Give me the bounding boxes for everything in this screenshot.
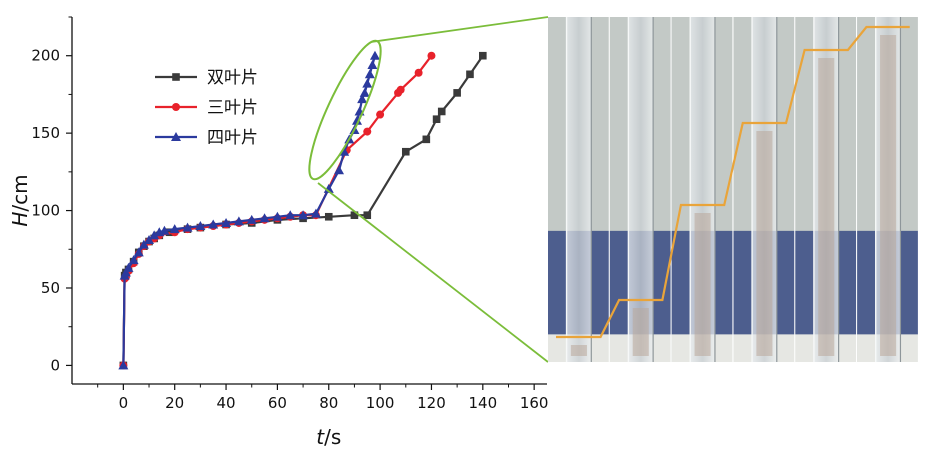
data-point bbox=[427, 51, 436, 60]
data-point bbox=[369, 50, 380, 60]
data-point bbox=[466, 70, 474, 79]
data-point bbox=[432, 115, 441, 124]
photo-panel bbox=[795, 17, 858, 362]
photo-panel bbox=[671, 17, 734, 362]
data-point bbox=[133, 247, 144, 257]
data-point bbox=[401, 147, 410, 156]
data-point bbox=[362, 78, 373, 88]
x-tick-label: 100 bbox=[366, 394, 395, 412]
data-point bbox=[272, 211, 283, 221]
data-point bbox=[357, 94, 368, 104]
data-point bbox=[324, 212, 333, 221]
data-point bbox=[120, 267, 131, 277]
x-tick-label: 120 bbox=[417, 394, 446, 412]
data-point bbox=[159, 225, 170, 235]
y-axis-title: H/cm bbox=[8, 174, 32, 226]
x-tick-label: 140 bbox=[468, 394, 497, 412]
x-axis-title: t/s bbox=[316, 425, 341, 449]
data-point bbox=[149, 230, 160, 240]
orange-staircase-line bbox=[556, 25, 910, 339]
data-point bbox=[233, 216, 244, 226]
data-point bbox=[437, 107, 446, 116]
x-tick-label: 80 bbox=[319, 394, 338, 412]
data-point bbox=[479, 51, 487, 60]
y-tick-label: 100 bbox=[31, 202, 60, 220]
data-point bbox=[376, 110, 385, 119]
data-point bbox=[453, 89, 461, 97]
data-point bbox=[182, 222, 193, 232]
tube-contents bbox=[694, 213, 711, 356]
data-point bbox=[367, 60, 378, 70]
photo-panel bbox=[733, 17, 796, 362]
data-point bbox=[414, 68, 423, 77]
data-point bbox=[169, 224, 180, 234]
data-point bbox=[144, 234, 155, 244]
data-point bbox=[363, 127, 372, 136]
x-tick-label: 40 bbox=[217, 394, 236, 412]
data-point bbox=[298, 210, 309, 220]
x-tick-label: 160 bbox=[520, 394, 549, 412]
data-point bbox=[310, 208, 321, 218]
data-point bbox=[285, 210, 296, 220]
data-point bbox=[128, 255, 139, 265]
x-tick-label: 20 bbox=[165, 394, 184, 412]
photo-panel bbox=[857, 17, 920, 362]
legend-marker bbox=[172, 103, 180, 111]
legend-label: 双叶片 bbox=[207, 68, 258, 88]
data-point bbox=[208, 219, 219, 229]
tube-contents bbox=[632, 308, 649, 356]
series-1 bbox=[119, 51, 436, 370]
data-point bbox=[396, 85, 405, 94]
photo-panel bbox=[548, 17, 610, 362]
data-point bbox=[221, 217, 232, 227]
tube bbox=[566, 17, 592, 362]
data-point bbox=[138, 239, 149, 249]
data-point bbox=[422, 135, 431, 144]
plot-area: 0 20 40 60 80 100 120 140 160 0 50 100 150 200 t/s H/cm… bbox=[8, 16, 549, 449]
y-tick-label: 150 bbox=[31, 124, 60, 142]
x-tick-label: 60 bbox=[268, 394, 287, 412]
data-point bbox=[352, 115, 362, 125]
data-point bbox=[334, 165, 345, 175]
legend-marker bbox=[171, 132, 181, 141]
photo-panel bbox=[609, 17, 672, 362]
data-point bbox=[359, 87, 370, 97]
tube-contents bbox=[880, 35, 897, 356]
legend-label: 三叶片 bbox=[207, 98, 258, 118]
y-tick-label: 50 bbox=[41, 279, 60, 297]
zoom-line-bottom bbox=[317, 182, 549, 363]
data-point bbox=[363, 211, 372, 220]
tube bbox=[628, 17, 654, 362]
x-tick-label: 0 bbox=[119, 394, 129, 412]
data-point bbox=[350, 211, 359, 220]
tube-contents bbox=[570, 345, 587, 356]
legend-label: 四叶片 bbox=[207, 128, 258, 148]
series-2 bbox=[118, 50, 380, 370]
inset-photo-sequence bbox=[548, 17, 920, 362]
zoom-connector bbox=[308, 16, 549, 363]
tube-contents bbox=[818, 58, 835, 356]
data-point bbox=[364, 69, 375, 79]
y-tick-label: 0 bbox=[50, 356, 60, 374]
data-point bbox=[195, 221, 206, 231]
data-point bbox=[323, 183, 334, 193]
data-point bbox=[123, 262, 134, 272]
data-point bbox=[118, 360, 129, 370]
legend-marker bbox=[172, 73, 180, 81]
data-point bbox=[259, 213, 270, 223]
tube-contents bbox=[756, 131, 773, 356]
zoom-line-top bbox=[370, 16, 549, 43]
series-line bbox=[122, 55, 433, 366]
y-tick-label: 200 bbox=[31, 47, 60, 65]
data-point bbox=[246, 214, 257, 224]
